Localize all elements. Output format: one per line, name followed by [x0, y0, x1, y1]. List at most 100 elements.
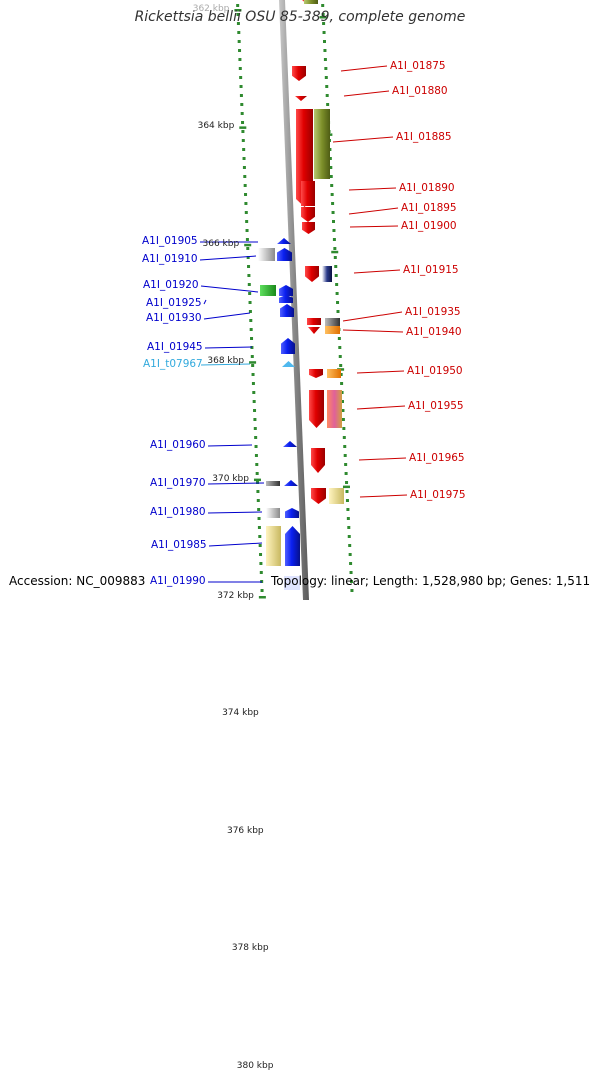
gene-label[interactable]: A1I_01875	[390, 60, 446, 72]
gene-label[interactable]: A1I_01900	[401, 220, 457, 232]
gene-a1i-01875	[292, 66, 306, 81]
guide-dot	[345, 481, 349, 484]
guide-dot	[255, 472, 259, 475]
label-leader-lines	[199, 65, 408, 583]
gene-label[interactable]: A1I_01920	[143, 279, 199, 291]
guide-dot	[254, 436, 258, 439]
gene-label[interactable]: A1I_01960	[150, 439, 206, 451]
leader-line	[353, 269, 401, 274]
guide-dot	[247, 265, 251, 268]
feature-a1i-01980-domain	[266, 508, 280, 518]
scale-label: 378 kbp	[231, 943, 269, 954]
guide-dot	[332, 229, 336, 232]
guide-dot	[241, 130, 245, 133]
guide-dot	[343, 454, 347, 457]
guide-dot	[245, 220, 249, 223]
gene-label[interactable]: A1I_01970	[150, 477, 206, 489]
guide-dot	[346, 508, 350, 511]
guide-dot	[253, 409, 257, 412]
gene-a1i-01935	[307, 318, 321, 325]
guide-dot	[250, 337, 254, 340]
leader-line	[204, 346, 253, 349]
guide-dot	[238, 67, 242, 70]
gene-label[interactable]: A1I_01890	[399, 182, 455, 194]
guide-dot	[252, 391, 256, 394]
gene-a1i-01880	[295, 96, 307, 101]
guide-dot	[254, 445, 258, 448]
accession-text: Accession: NC_009883	[9, 574, 146, 588]
guide-dot	[241, 139, 245, 142]
gene-label[interactable]: A1I_01880	[392, 85, 448, 97]
guide-dot	[243, 184, 247, 187]
guide-dot	[343, 445, 347, 448]
guide-dot	[248, 301, 252, 304]
gene-label[interactable]: A1I_01975	[410, 489, 466, 501]
scale-label: 376 kbp	[226, 825, 264, 836]
guide-dot	[341, 418, 345, 421]
gene-label[interactable]: A1I_01930	[146, 312, 202, 324]
gene-label[interactable]: A1I_01925	[146, 297, 202, 309]
guide-dot	[342, 436, 346, 439]
gene-a1i-01895	[301, 207, 315, 222]
gene-label[interactable]: A1I_01885	[396, 131, 452, 143]
guide-dot	[334, 274, 338, 277]
guide-dot	[260, 589, 264, 592]
guide-dot	[240, 103, 244, 106]
gene-label[interactable]: A1I_01955	[408, 400, 464, 412]
gene-a1i-01900	[302, 222, 315, 234]
scale-label: 380 kbp	[236, 1060, 274, 1071]
gene-label[interactable]: A1I_01950	[407, 365, 463, 377]
feature-a1i-01985-domain	[266, 526, 281, 566]
guide-dot	[251, 373, 255, 376]
feature-a1i-01955-domain	[327, 390, 342, 428]
gene-label[interactable]: A1I_01915	[403, 264, 459, 276]
leader-line	[358, 457, 407, 461]
gene-a1i-01905	[277, 238, 291, 244]
genome-title: Rickettsia bellii OSU 85-389, complete g…	[134, 9, 466, 25]
guide-dot	[256, 499, 260, 502]
gene-label[interactable]: A1I_01985	[151, 539, 207, 551]
feature-offscreen-top	[304, 0, 318, 4]
feature-a1i-01950-domain	[327, 369, 341, 378]
guide-dot	[258, 544, 262, 547]
gene-a1i-01950	[309, 369, 323, 378]
guide-dot	[347, 526, 351, 529]
feature-a1i-01935-domain	[325, 318, 340, 326]
gene-label[interactable]: A1I_01945	[147, 341, 203, 353]
guide-dot	[238, 49, 242, 52]
gene-label[interactable]: A1I_01895	[401, 202, 457, 214]
leader-line	[359, 494, 408, 498]
guide-dot	[326, 103, 330, 106]
guide-dot	[241, 121, 245, 124]
gene-a1i-01955	[309, 390, 324, 428]
guide-dot	[247, 274, 251, 277]
guide-dot	[325, 85, 329, 88]
gene-a1i-01930	[280, 304, 294, 317]
gene-label[interactable]: A1I_01910	[142, 253, 198, 265]
guide-dot	[334, 265, 338, 268]
gene-label[interactable]: A1I_01935	[405, 306, 461, 318]
gene-label[interactable]: A1I_01905	[142, 235, 198, 247]
gene-label[interactable]: A1I_t07967	[143, 358, 203, 370]
guide-dot	[344, 463, 348, 466]
gene-label[interactable]: A1I_01940	[406, 326, 462, 338]
feature-a1i-01970-domain	[266, 481, 280, 486]
gene-label[interactable]: A1I_01990	[150, 575, 206, 587]
guide-dot	[245, 229, 249, 232]
guide-dot	[333, 247, 337, 250]
gene-label[interactable]: A1I_01965	[409, 452, 465, 464]
guide-dot	[244, 202, 248, 205]
gene-label[interactable]: A1I_01980	[150, 506, 206, 518]
guide-dot	[345, 499, 349, 502]
guide-dot	[255, 463, 259, 466]
guide-dot	[330, 193, 334, 196]
gene-a1i-01925	[279, 295, 293, 303]
guide-dot	[238, 58, 242, 61]
leader-line	[203, 312, 251, 320]
guide-dot	[339, 373, 343, 376]
guide-dot	[322, 31, 326, 34]
scale-tick	[239, 126, 247, 129]
feature-a1i-01940-domain	[325, 326, 340, 334]
guide-dot	[338, 355, 342, 358]
guide-dot	[329, 175, 333, 178]
